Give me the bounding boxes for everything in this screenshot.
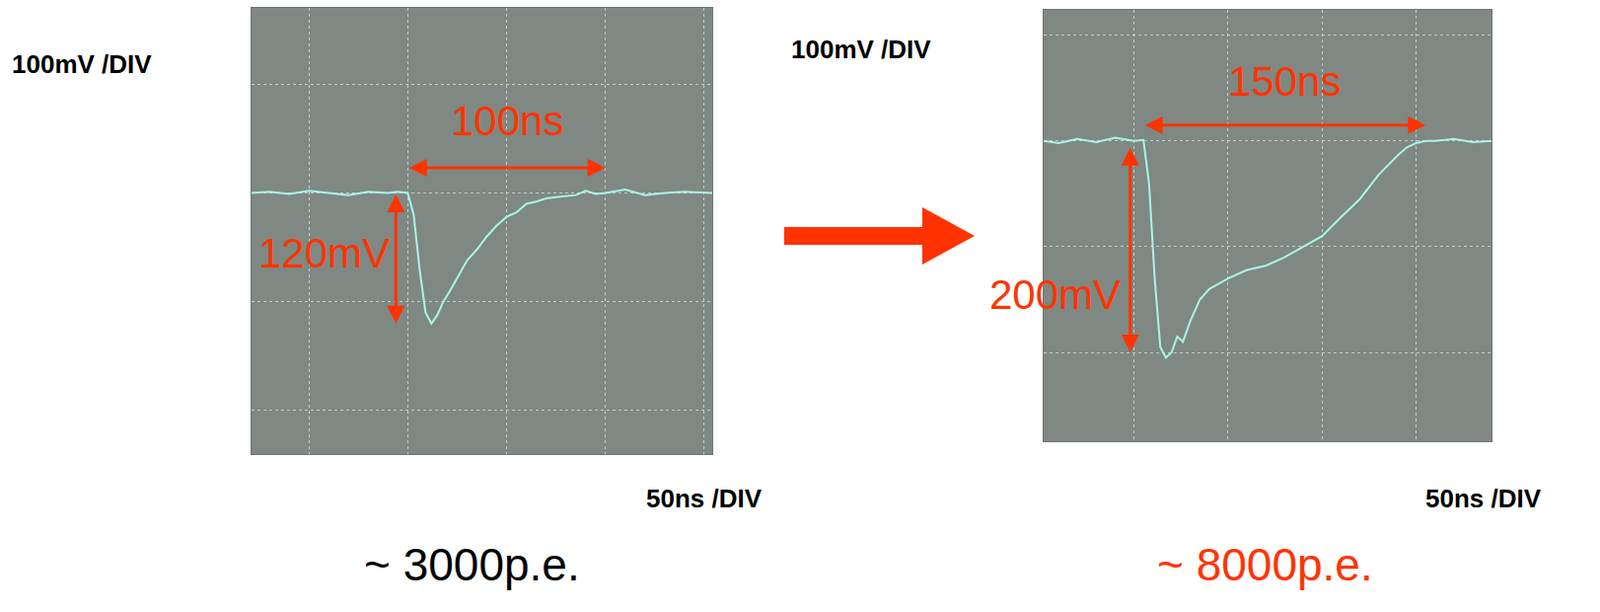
svg-text:150ns: 150ns [1228, 58, 1341, 105]
svg-text:50ns /DIV: 50ns /DIV [646, 483, 763, 513]
svg-text:~ 8000p.e.: ~ 8000p.e. [1157, 538, 1374, 590]
svg-text:100ns: 100ns [450, 97, 564, 145]
svg-text:100mV /DIV: 100mV /DIV [791, 34, 932, 65]
svg-text:~ 3000p.e.: ~ 3000p.e. [363, 538, 581, 590]
svg-text:120mV: 120mV [258, 229, 390, 277]
svg-text:50ns /DIV: 50ns /DIV [1425, 483, 1542, 513]
svg-text:200mV: 200mV [989, 271, 1121, 318]
svg-text:100mV /DIV: 100mV /DIV [11, 49, 152, 79]
